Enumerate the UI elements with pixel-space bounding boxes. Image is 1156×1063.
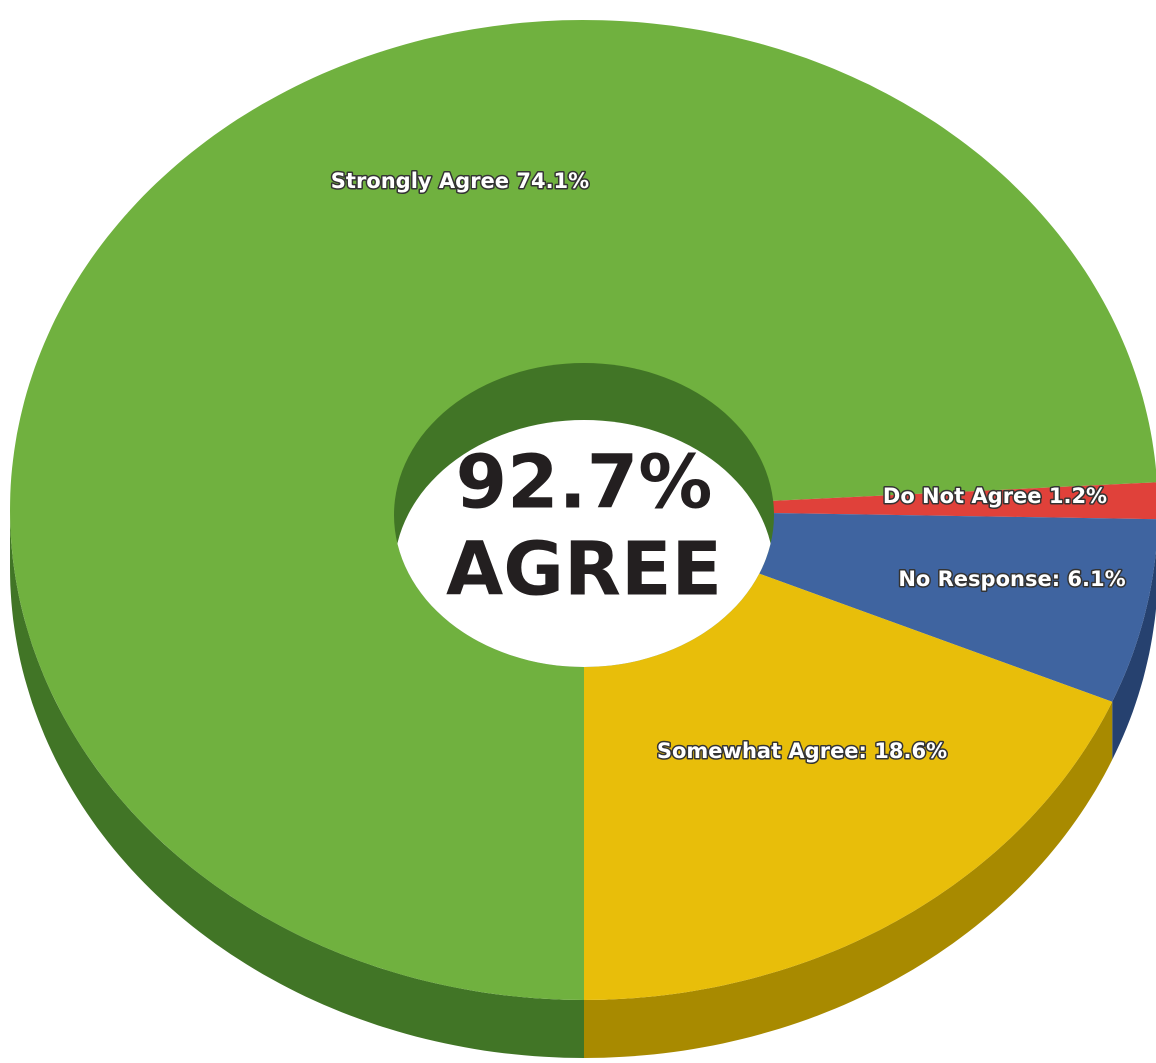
- slice-label: Somewhat Agree: 18.6%: [657, 739, 947, 763]
- center-label: AGREE: [446, 527, 722, 613]
- slice: [584, 510, 1113, 1000]
- slice-label: Do Not Agree 1.2%: [883, 484, 1107, 508]
- slice-side: [1112, 550, 1156, 760]
- slice-side: [10, 510, 584, 1058]
- slice-label: No Response: 6.1%: [898, 567, 1125, 591]
- center-value: 92.7%: [456, 440, 713, 526]
- slice-side: [584, 701, 1113, 1058]
- slice-label: Strongly Agree 74.1%: [331, 169, 589, 193]
